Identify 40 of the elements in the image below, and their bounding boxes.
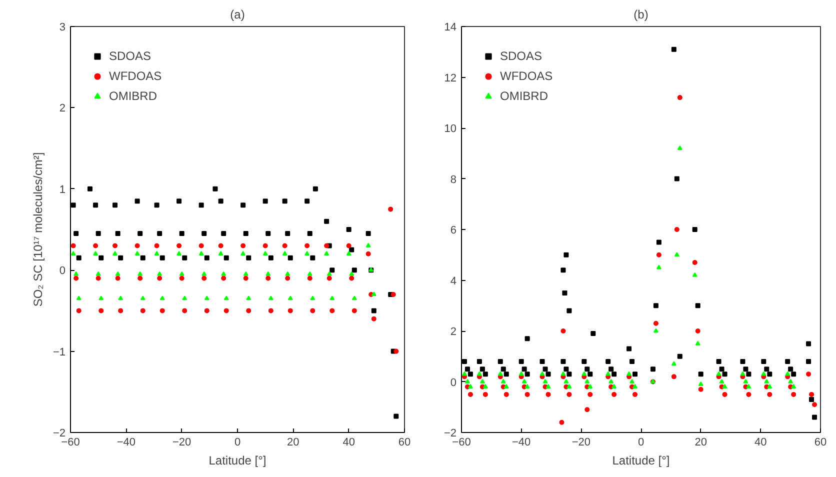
y-tick-label: 0: [59, 265, 66, 278]
x-tick-label: 20: [287, 436, 300, 448]
y-tick-label: 0: [450, 376, 457, 389]
chart-title: (b): [634, 8, 648, 22]
x-tick-label: 60: [398, 436, 411, 448]
y-tick-label: 2: [450, 326, 457, 338]
x-tick-label: 60: [814, 436, 827, 448]
x-tick-label: −40: [116, 436, 136, 448]
x-tick-label: −40: [512, 436, 531, 448]
x-axis-title: Latitude [°]: [612, 454, 670, 468]
y-axis-title: SO₂ SC [10¹⁷ molecules/cm²]: [30, 152, 45, 307]
legend-label: WFDOAS: [109, 69, 162, 83]
y-tick-label: 6: [450, 224, 457, 236]
y-tick-label: 12: [444, 72, 457, 84]
x-tick-label: −20: [572, 436, 591, 448]
x-tick-label: 40: [342, 436, 355, 448]
y-tick-label: 10: [444, 123, 457, 135]
legend-label: WFDOAS: [500, 69, 553, 83]
y-tick-label: −2: [52, 428, 66, 440]
y-tick-label: 4: [450, 275, 457, 288]
x-tick-label: 0: [638, 436, 644, 448]
y-tick-label: 3: [59, 22, 66, 34]
x-tick-label: −20: [172, 436, 192, 448]
x-tick-label: −60: [452, 436, 471, 448]
y-tick-label: 2: [59, 102, 66, 115]
legend-label: SDOAS: [109, 49, 152, 63]
x-tick-label: 0: [234, 436, 241, 448]
y-tick-label: −2: [444, 428, 457, 440]
y-tick-label: 8: [450, 174, 457, 186]
y-tick-label: −1: [52, 346, 66, 358]
x-tick-label: 40: [754, 436, 767, 448]
x-tick-label: −60: [61, 436, 80, 448]
y-tick-label: 1: [59, 184, 66, 196]
y-tick-label: 14: [444, 22, 457, 34]
legend-label: OMIBRD: [109, 89, 157, 103]
legend-label: OMIBRD: [500, 89, 548, 103]
chart-title: (a): [230, 8, 245, 22]
x-axis-title: Latitude [°]: [208, 454, 266, 468]
x-tick-label: 20: [694, 436, 707, 448]
legend-label: SDOAS: [500, 49, 542, 63]
